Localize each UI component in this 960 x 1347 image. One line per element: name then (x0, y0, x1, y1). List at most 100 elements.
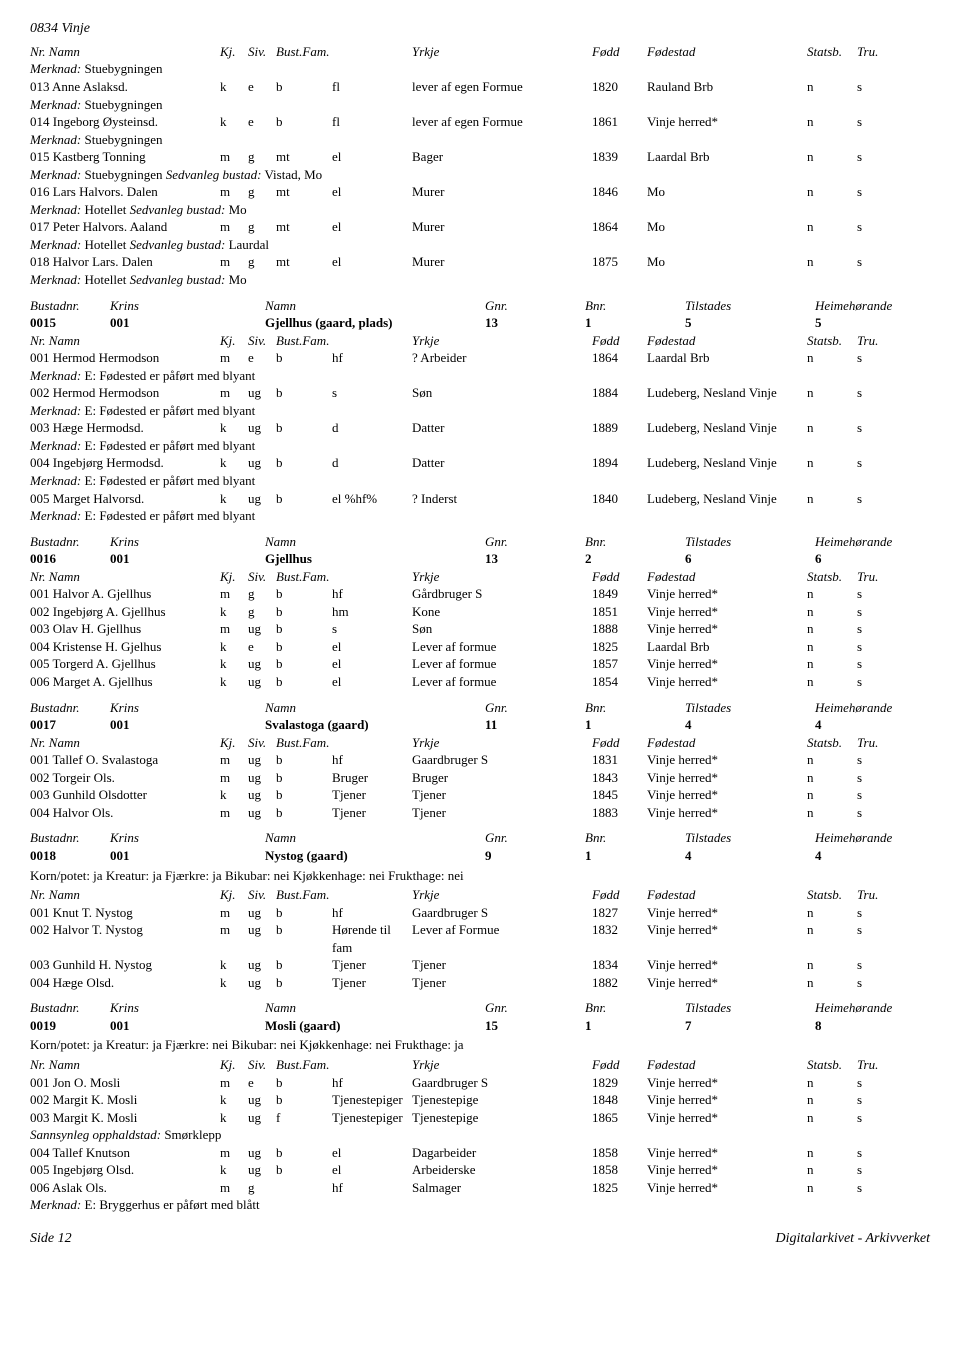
cell-fam: hf (332, 349, 412, 367)
cell-sted: Vinje herred* (647, 921, 807, 956)
cell-nr-namn: 003 Gunhild H. Nystog (30, 956, 220, 974)
cell-kj: k (220, 113, 248, 131)
cell-kj: k (220, 655, 248, 673)
cell-s: n (807, 904, 857, 922)
cell-s: n (807, 419, 857, 437)
cell-fodd: 1820 (592, 78, 647, 96)
cell-siv: ug (248, 1109, 276, 1127)
cell-yrkje: Tjener (412, 974, 592, 992)
person-row: 013 Anne Aslaksd. k e b fl lever af egen… (30, 78, 930, 96)
cell-s: n (807, 454, 857, 472)
cell-fodd: 1827 (592, 904, 647, 922)
cell-nr-namn: 017 Peter Halvors. Aaland (30, 218, 220, 236)
page-footer: Side 12 Digitalarkivet - Arkivverket (30, 1230, 930, 1249)
person-row: 003 Margit K. Mosli k ug f Tjenestepiger… (30, 1109, 930, 1127)
cell-bust: b (276, 751, 332, 769)
cell-bust: mt (276, 253, 332, 271)
merknad-line: Merknad: Hotellet Sedvanleg bustad: Mo (30, 201, 930, 219)
cell-fam: el (332, 655, 412, 673)
cell-fodd: 1858 (592, 1161, 647, 1179)
bustad-gnr: 13 (485, 550, 585, 568)
cell-s: n (807, 751, 857, 769)
cell-bust: b (276, 804, 332, 822)
person-row: 017 Peter Halvors. Aaland m g mt el Mure… (30, 218, 930, 236)
cell-sted: Rauland Brb (647, 78, 807, 96)
column-headers: Nr. Namn Kj. Siv. Bust.Fam. Yrkje Fødd F… (30, 568, 930, 586)
cell-t: s (857, 1179, 897, 1197)
cell-nr-namn: 003 Margit K. Mosli (30, 1109, 220, 1127)
cell-sted: Vinje herred* (647, 673, 807, 691)
cell-nr-namn: 002 Torgeir Ols. (30, 769, 220, 787)
cell-t: s (857, 183, 897, 201)
cell-yrkje: Gaardbruger S (412, 904, 592, 922)
cell-nr-namn: 013 Anne Aslaksd. (30, 78, 220, 96)
cell-fam: hf (332, 585, 412, 603)
cell-bust: b (276, 349, 332, 367)
bustad-krins: 001 (110, 847, 265, 865)
bustad-gnr: 9 (485, 847, 585, 865)
cell-siv: ug (248, 974, 276, 992)
cell-nr-namn: 001 Jon O. Mosli (30, 1074, 220, 1092)
person-row: 005 Torgerd A. Gjellhus k ug b el Lever … (30, 655, 930, 673)
merknad-line: Merknad: Stuebygningen (30, 131, 930, 149)
cell-fam: d (332, 419, 412, 437)
cell-sted: Vinje herred* (647, 113, 807, 131)
footer-right: Digitalarkivet - Arkivverket (776, 1230, 930, 1249)
merknad-line: Merknad: E: Fødested er påført med blyan… (30, 367, 930, 385)
cell-nr-namn: 001 Halvor A. Gjellhus (30, 585, 220, 603)
cell-yrkje: Lever af formue (412, 673, 592, 691)
bustad-heim: 4 (815, 716, 960, 734)
person-row: 014 Ingeborg Øysteinsd. k e b fl lever a… (30, 113, 930, 131)
cell-bust: b (276, 638, 332, 656)
cell-s: n (807, 78, 857, 96)
cell-sted: Ludeberg, Nesland Vinje (647, 490, 807, 508)
cell-kj: k (220, 638, 248, 656)
cell-fam: s (332, 384, 412, 402)
cell-t: s (857, 78, 897, 96)
cell-t: s (857, 1109, 897, 1127)
person-row: 002 Halvor T. Nystog m ug b Hørende til … (30, 921, 930, 956)
cell-yrkje: Lever af formue (412, 638, 592, 656)
col-fodd: Fødd (592, 43, 647, 61)
cell-s: n (807, 1109, 857, 1127)
cell-t: s (857, 655, 897, 673)
cell-fam: Tjener (332, 956, 412, 974)
cell-fodd: 1858 (592, 1144, 647, 1162)
col-tru: Tru. (857, 43, 897, 61)
cell-yrkje: ? Inderst (412, 490, 592, 508)
cell-kj: k (220, 956, 248, 974)
cell-yrkje: Tjenestepige (412, 1109, 592, 1127)
cell-fam: el %hf% (332, 490, 412, 508)
cell-kj: m (220, 751, 248, 769)
cell-nr-namn: 004 Hæge Olsd. (30, 974, 220, 992)
cell-sted: Vinje herred* (647, 904, 807, 922)
bustad-namn: Nystog (gaard) (265, 847, 485, 865)
col-statsb: Statsb. (807, 43, 857, 61)
bustad-gnr: 11 (485, 716, 585, 734)
bustad-header: Bustadnr. Krins Namn Gnr. Bnr. Tilstades… (30, 999, 930, 1017)
column-headers: Nr. Namn Kj. Siv. Bust.Fam. Yrkje Fødd F… (30, 734, 930, 752)
cell-fodd: 1849 (592, 585, 647, 603)
cell-bust: b (276, 1074, 332, 1092)
cell-s: n (807, 638, 857, 656)
cell-yrkje: Datter (412, 419, 592, 437)
cell-siv: ug (248, 384, 276, 402)
bustad-bn: 1 (585, 314, 685, 332)
cell-fodd: 1894 (592, 454, 647, 472)
cell-yrkje: Datter (412, 454, 592, 472)
cell-s: n (807, 113, 857, 131)
cell-s: n (807, 804, 857, 822)
cell-siv: ug (248, 751, 276, 769)
bustad-nr: 0019 (30, 1017, 110, 1035)
cell-fam: el (332, 253, 412, 271)
cell-nr-namn: 003 Gunhild Olsdotter (30, 786, 220, 804)
cell-s: n (807, 384, 857, 402)
cell-nr-namn: 002 Margit K. Mosli (30, 1091, 220, 1109)
cell-fodd: 1865 (592, 1109, 647, 1127)
cell-kj: k (220, 78, 248, 96)
cell-bust: b (276, 620, 332, 638)
column-headers: Nr. Namn Kj. Siv. Bust.Fam. Yrkje Fødd F… (30, 43, 930, 61)
cell-siv: ug (248, 769, 276, 787)
cell-fodd: 1829 (592, 1074, 647, 1092)
cell-fam: el (332, 638, 412, 656)
